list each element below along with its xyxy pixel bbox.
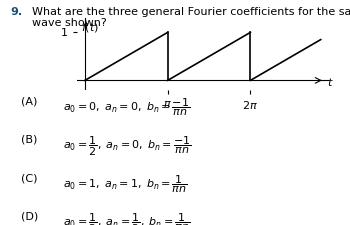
- Text: $a_0 = \dfrac{1}{2},\; a_n = \dfrac{1}{2},\; b_n = \dfrac{1}{\pi n}$: $a_0 = \dfrac{1}{2},\; a_n = \dfrac{1}{2…: [63, 212, 190, 225]
- Text: $t$: $t$: [327, 76, 333, 88]
- Text: $f(t)$: $f(t)$: [81, 20, 99, 34]
- Text: (C): (C): [21, 173, 37, 183]
- Text: (D): (D): [21, 212, 38, 221]
- Text: (B): (B): [21, 135, 37, 145]
- Text: What are the three general Fourier coefficients for the sawtooth
wave shown?: What are the three general Fourier coeff…: [32, 7, 350, 28]
- Text: 9.: 9.: [10, 7, 23, 17]
- Text: (A): (A): [21, 97, 37, 107]
- Text: $a_0 = 1,\; a_n = 1,\; b_n = \dfrac{1}{\pi n}$: $a_0 = 1,\; a_n = 1,\; b_n = \dfrac{1}{\…: [63, 173, 188, 195]
- Text: $a_0 = 0,\; a_n = 0,\; b_n = \dfrac{-1}{\pi n}$: $a_0 = 0,\; a_n = 0,\; b_n = \dfrac{-1}{…: [63, 97, 190, 118]
- Text: $a_0 = \dfrac{1}{2},\; a_n = 0,\; b_n = \dfrac{-1}{\pi n}$: $a_0 = \dfrac{1}{2},\; a_n = 0,\; b_n = …: [63, 135, 192, 158]
